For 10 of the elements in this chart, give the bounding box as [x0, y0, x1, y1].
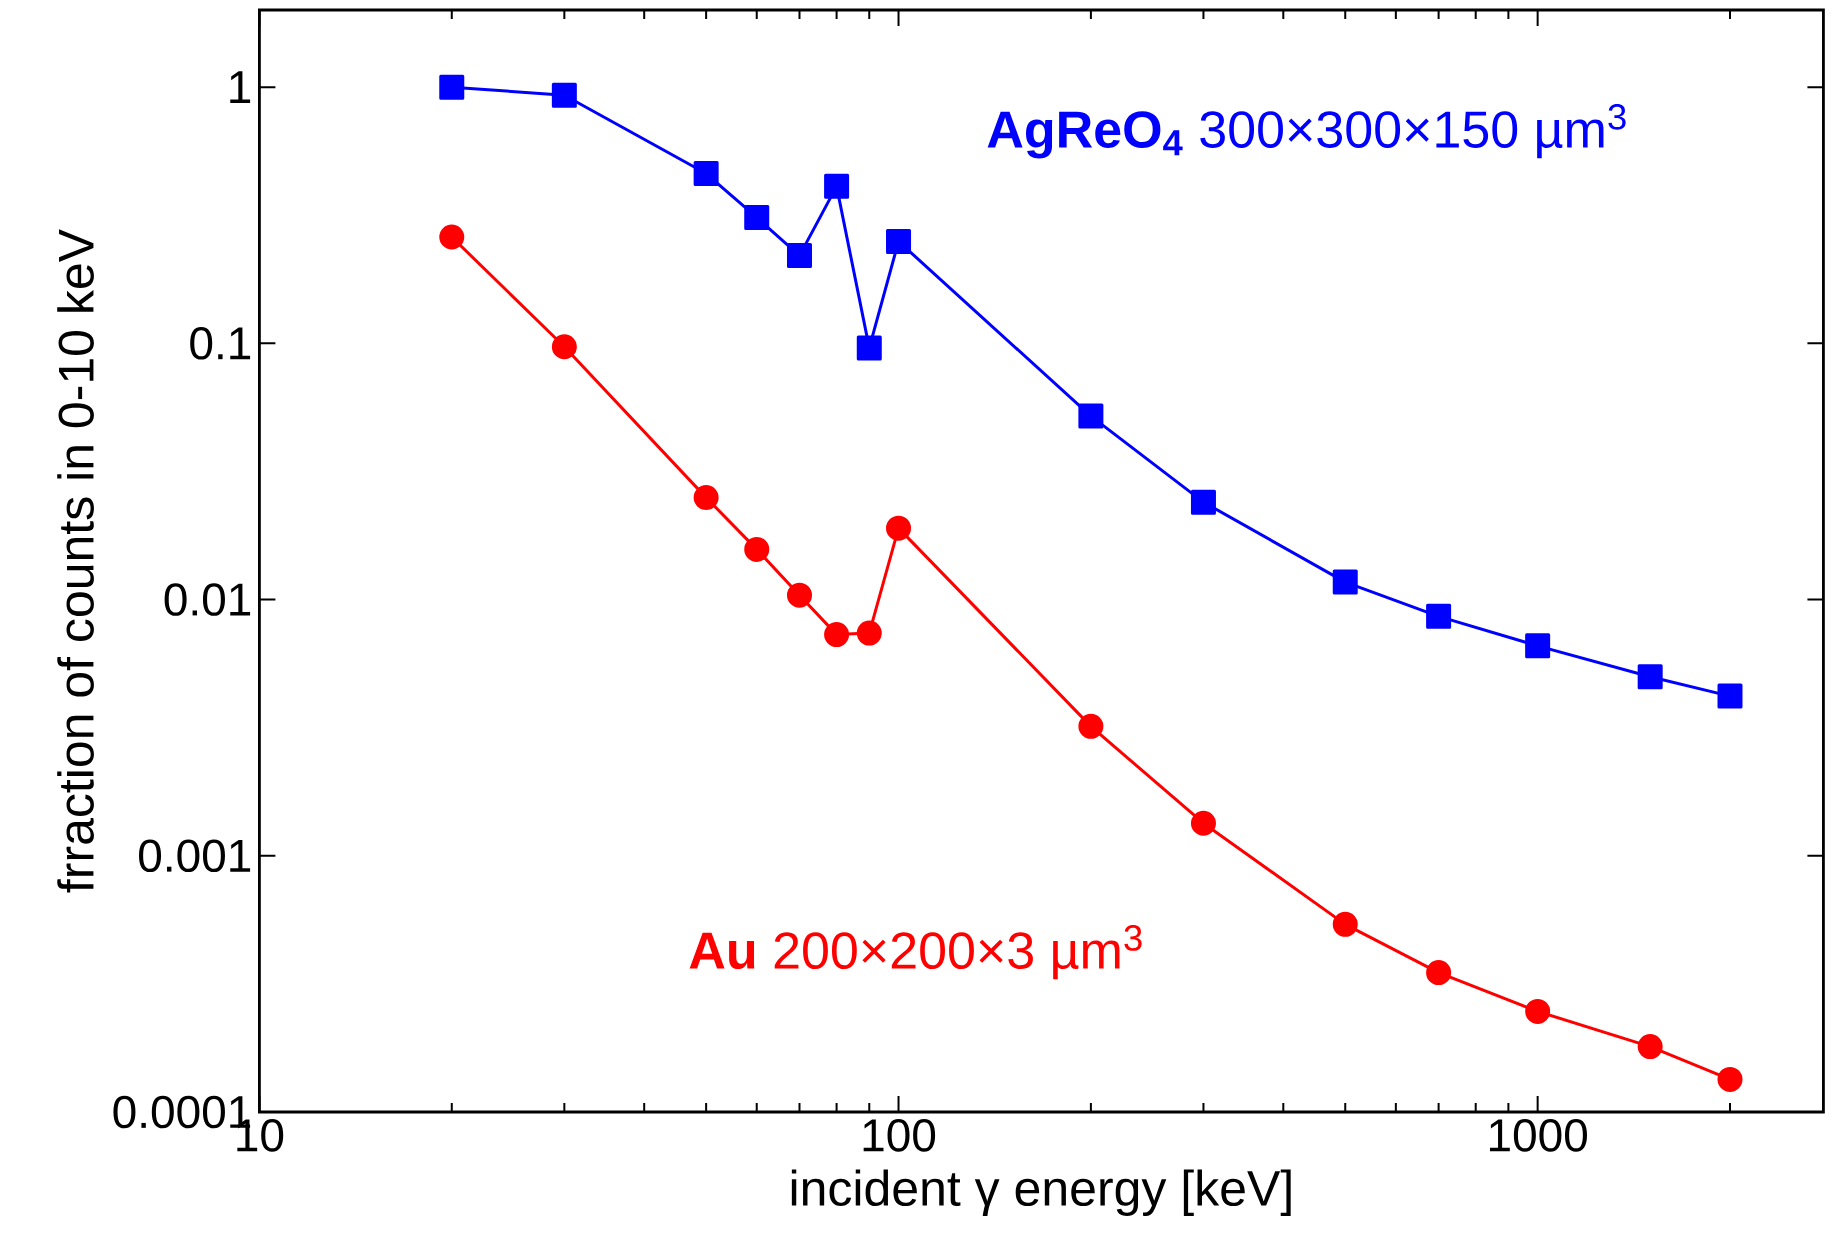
- text: AgReO$_{4}$ 300×300×150 µm$^{3}$: [987, 104, 1626, 159]
- y-tick-label: 1: [230, 71, 251, 103]
- x-axis-title: incident γ energy [keV]: [791, 1169, 1291, 1216]
- text: Au 200×200×3 µm$^{3}$: [689, 925, 1142, 980]
- y-tick-label: 0.001: [139, 839, 251, 873]
- y-axis-title: frraction of counts in 0-10 keV: [57, 229, 94, 893]
- x-tick-label: 1000: [1489, 1119, 1588, 1152]
- y-tick-label: 0.01: [164, 583, 251, 616]
- y-tick-label: 0.1: [190, 327, 251, 360]
- x-tick-label: 100: [863, 1119, 936, 1152]
